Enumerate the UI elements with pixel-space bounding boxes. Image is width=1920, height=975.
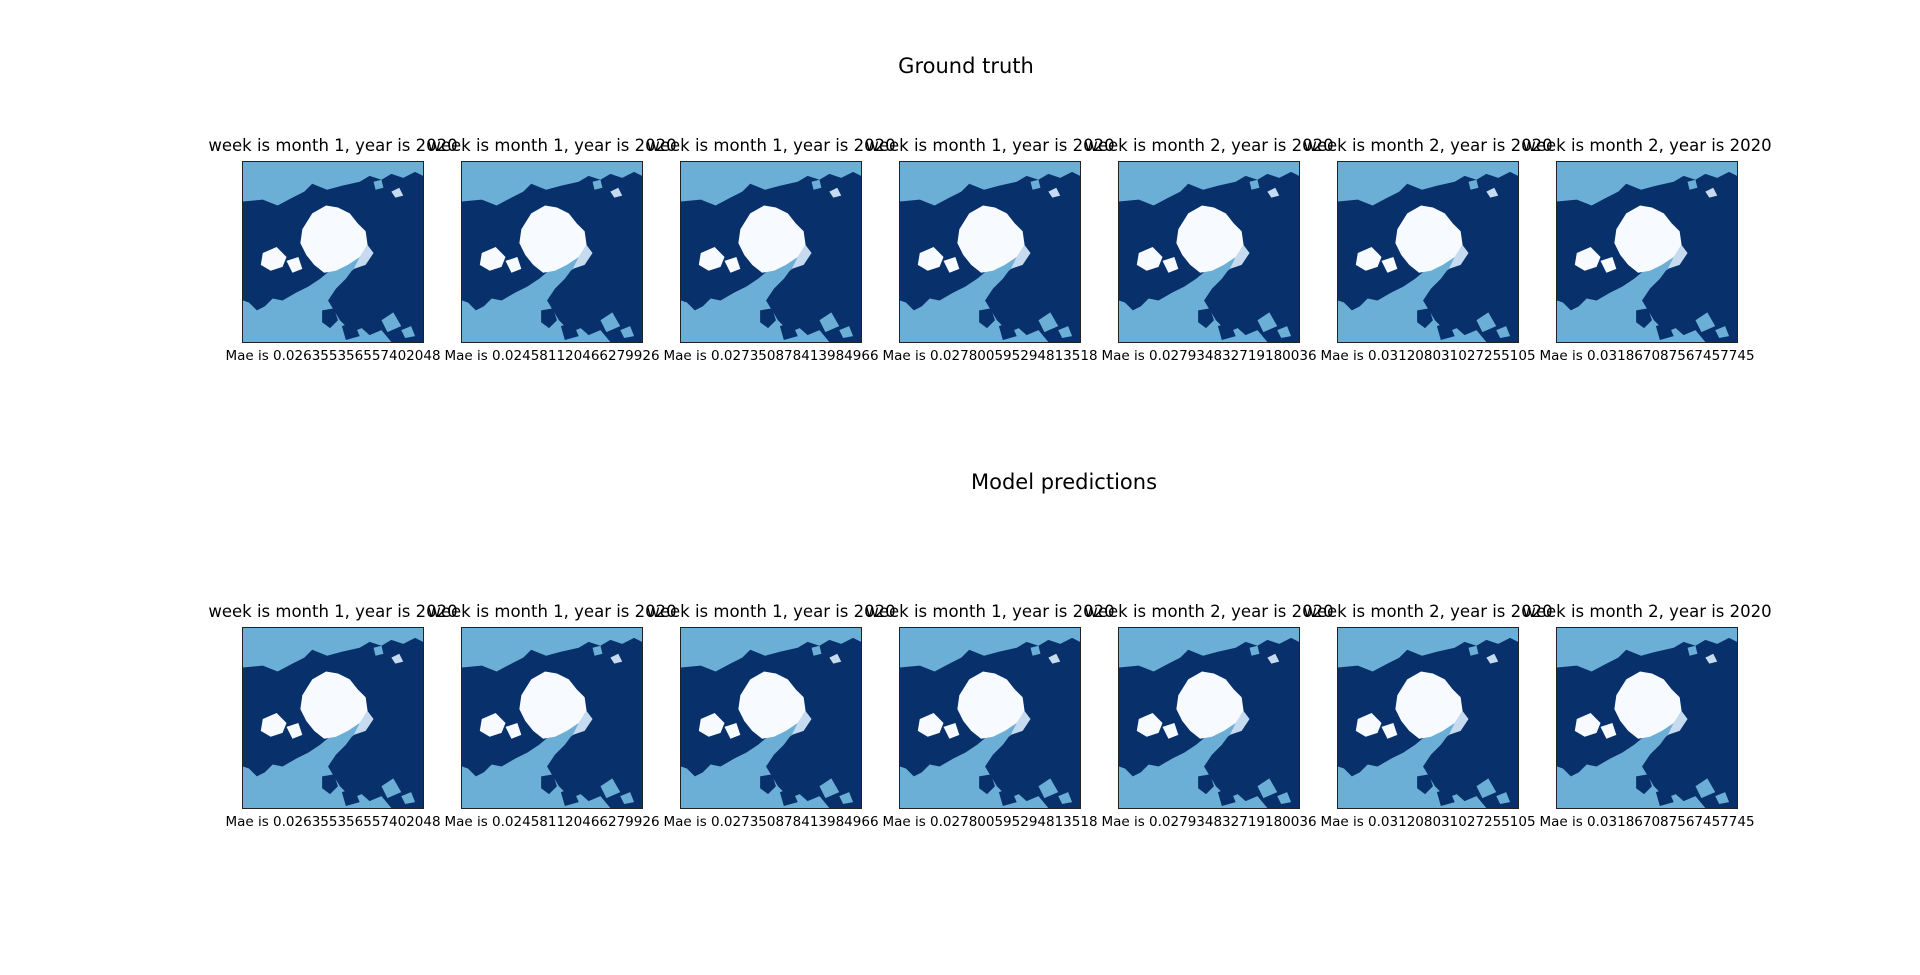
arctic-sea-ice-image [1557,162,1737,342]
panel-title: week is month 2, year is 2020 [1084,136,1334,155]
sea-ice-map-panel [899,627,1081,809]
arctic-sea-ice-image [462,162,642,342]
mae-label: Mae is 0.027800595294813518 [882,814,1098,830]
arctic-sea-ice-image [900,162,1080,342]
mae-label: Mae is 0.027934832719180036 [1101,348,1317,364]
panel-title: week is month 2, year is 2020 [1084,602,1334,621]
mae-label: Mae is 0.031867087567457745 [1539,348,1755,364]
sea-ice-map-panel [242,627,424,809]
panel-title: week is month 1, year is 2020 [427,602,677,621]
arctic-sea-ice-image [1119,162,1299,342]
row-title-model-predictions: Model predictions [970,470,1158,494]
sea-ice-map-panel [1556,161,1738,343]
sea-ice-map-panel [461,627,643,809]
arctic-sea-ice-image [1338,628,1518,808]
mae-label: Mae is 0.027934832719180036 [1101,814,1317,830]
sea-ice-map-panel [1337,627,1519,809]
arctic-sea-ice-image [243,628,423,808]
arctic-sea-ice-image [1119,628,1299,808]
panel-title: week is month 1, year is 2020 [427,136,677,155]
arctic-sea-ice-image [243,162,423,342]
arctic-sea-ice-image [681,162,861,342]
mae-label: Mae is 0.024581120466279926 [444,348,660,364]
sea-ice-map-panel [461,161,643,343]
arctic-sea-ice-image [1557,628,1737,808]
mae-label: Mae is 0.026355356557402048 [225,348,441,364]
panel-title: week is month 1, year is 2020 [208,602,458,621]
mae-label: Mae is 0.031208031027255105 [1320,814,1536,830]
mae-label: Mae is 0.031208031027255105 [1320,348,1536,364]
mae-label: Mae is 0.027800595294813518 [882,348,1098,364]
panel-title: week is month 2, year is 2020 [1303,136,1553,155]
sea-ice-map-panel [680,161,862,343]
arctic-sea-ice-image [681,628,861,808]
panel-title: week is month 2, year is 2020 [1522,136,1772,155]
mae-label: Mae is 0.026355356557402048 [225,814,441,830]
sea-ice-map-panel [1556,627,1738,809]
arctic-sea-ice-image [1338,162,1518,342]
panel-title: week is month 1, year is 2020 [865,136,1115,155]
mae-label: Mae is 0.027350878413984966 [663,348,879,364]
sea-ice-map-panel [242,161,424,343]
panel-title: week is month 2, year is 2020 [1303,602,1553,621]
mae-label: Mae is 0.031867087567457745 [1539,814,1755,830]
row-title-ground-truth: Ground truth [898,54,1034,78]
sea-ice-map-panel [680,627,862,809]
mae-label: Mae is 0.024581120466279926 [444,814,660,830]
panel-title: week is month 2, year is 2020 [1522,602,1772,621]
mae-label: Mae is 0.027350878413984966 [663,814,879,830]
arctic-sea-ice-image [900,628,1080,808]
sea-ice-map-panel [1118,161,1300,343]
panel-title: week is month 1, year is 2020 [208,136,458,155]
sea-ice-map-panel [899,161,1081,343]
panel-title: week is month 1, year is 2020 [865,602,1115,621]
sea-ice-map-panel [1337,161,1519,343]
arctic-sea-ice-image [462,628,642,808]
panel-title: week is month 1, year is 2020 [646,602,896,621]
panel-title: week is month 1, year is 2020 [646,136,896,155]
sea-ice-map-panel [1118,627,1300,809]
